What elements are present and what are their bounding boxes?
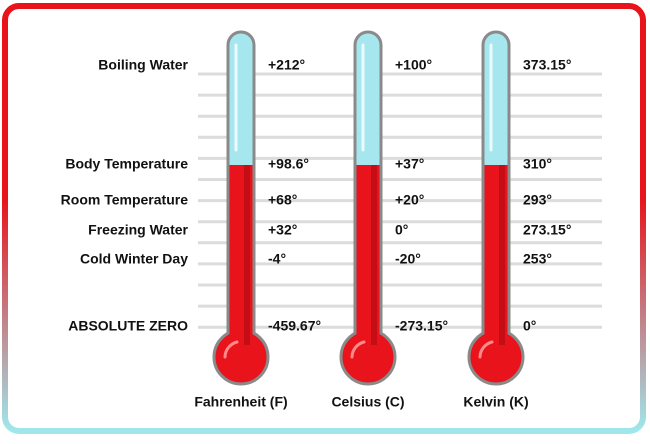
labels: Boiling Water Body Temperature Room Temper… xyxy=(61,57,572,410)
temperature-value: 310° xyxy=(523,156,552,172)
temperature-value: -4° xyxy=(268,251,286,267)
temperature-value: +37° xyxy=(395,156,424,172)
temperature-value: -20° xyxy=(395,251,421,267)
temperature-value: 253° xyxy=(523,251,552,267)
bulb-highlight xyxy=(350,340,366,359)
temperature-value: 0° xyxy=(523,318,536,334)
mercury-shade xyxy=(499,165,505,345)
row-label: Freezing Water xyxy=(88,222,188,238)
thermometers xyxy=(212,30,525,386)
temperature-value: +68° xyxy=(268,192,297,208)
temperature-value: 273.15° xyxy=(523,222,571,238)
bulb-highlight xyxy=(478,340,494,359)
temperature-value: 293° xyxy=(523,192,552,208)
temperature-value: +98.6° xyxy=(268,156,309,172)
temperature-value: +32° xyxy=(268,222,297,238)
temperature-value: 373.15° xyxy=(523,57,571,73)
temperature-value: -459.67° xyxy=(268,318,321,334)
temperature-value: -273.15° xyxy=(395,318,448,334)
row-label: Cold Winter Day xyxy=(80,251,188,267)
temperature-value: 0° xyxy=(395,222,408,238)
row-label: Body Temperature xyxy=(65,156,188,172)
row-label: Room Temperature xyxy=(61,192,189,208)
temperature-value: +20° xyxy=(395,192,424,208)
temperature-value: +212° xyxy=(268,57,305,73)
mercury-shade xyxy=(371,165,377,345)
column-label: Kelvin (K) xyxy=(463,394,528,410)
row-label: ABSOLUTE ZERO xyxy=(68,318,188,334)
bulb-highlight xyxy=(223,340,239,359)
row-label: Boiling Water xyxy=(98,57,188,73)
temperature-value: +100° xyxy=(395,57,432,73)
guide-lines xyxy=(198,72,602,329)
column-label: Fahrenheit (F) xyxy=(194,394,287,410)
column-label: Celsius (C) xyxy=(331,394,404,410)
mercury-shade xyxy=(244,165,250,345)
